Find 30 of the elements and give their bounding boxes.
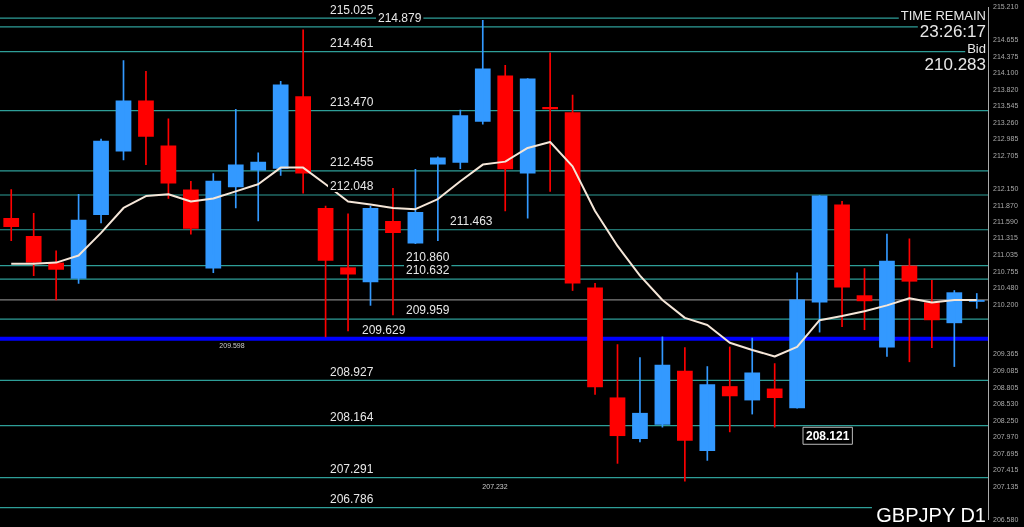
candlestick — [138, 71, 154, 165]
ref-line-label: 215.025 — [330, 2, 374, 17]
candlestick — [452, 109, 469, 170]
ref-line-label: 213.470 — [330, 94, 374, 109]
annotation: Bid — [967, 41, 986, 57]
candlestick — [474, 19, 491, 125]
annotation: 23:26:17 — [919, 22, 986, 42]
ref-line-label: 206.786 — [330, 491, 374, 506]
ref-line-label: 211.463 — [450, 214, 493, 229]
ref-line-label: 210.860 — [406, 249, 450, 264]
annotation: 208.121 — [806, 428, 850, 443]
annotation: TIME REMAIN — [900, 8, 986, 24]
ref-line-label: 207.291 — [330, 461, 374, 476]
ref-line-label: 208.164 — [330, 410, 374, 425]
ref-line-label: 210.632 — [406, 263, 450, 278]
text: GBPJPY D1 — [876, 503, 986, 526]
ref-line-label: 214.879 — [378, 11, 422, 26]
candlestick — [250, 152, 267, 222]
ref-line-label: 212.048 — [330, 179, 374, 194]
annotation: 210.283 — [924, 55, 986, 75]
ref-line-label: 214.461 — [330, 36, 374, 50]
candlestick — [699, 366, 716, 461]
candlestick — [430, 156, 446, 241]
candlestick — [385, 188, 401, 316]
ref-line-label: 212.455 — [330, 155, 374, 170]
candlestick — [834, 201, 850, 328]
ref-line-label: 209.629 — [362, 323, 406, 338]
ref-line-label: 208.927 — [330, 364, 374, 379]
ref-line-label: 209.959 — [406, 303, 450, 318]
candlestick — [3, 189, 20, 241]
